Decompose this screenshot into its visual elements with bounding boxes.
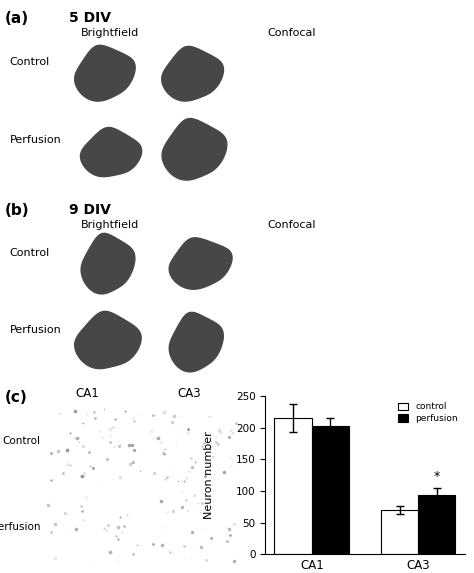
Bar [418, 496, 456, 555]
Text: Perfusion: Perfusion [0, 522, 40, 532]
Text: Brightfield: Brightfield [81, 28, 139, 38]
Polygon shape [162, 119, 227, 180]
Text: Confocal: Confocal [268, 219, 316, 230]
Text: Control: Control [9, 57, 50, 66]
Text: 50μm: 50μm [186, 558, 206, 564]
Text: (c): (c) [5, 391, 27, 406]
Text: Brightfield: Brightfield [81, 219, 139, 230]
Text: (a): (a) [5, 11, 29, 26]
Text: *: * [434, 470, 440, 484]
Text: Control: Control [9, 248, 50, 258]
Text: CA1: CA1 [76, 387, 100, 400]
Bar [381, 510, 418, 555]
Polygon shape [162, 46, 223, 101]
Polygon shape [81, 128, 142, 176]
Text: CA3: CA3 [178, 387, 201, 400]
Polygon shape [75, 45, 135, 101]
Text: 9 DIV: 9 DIV [69, 203, 110, 217]
Text: Perfusion: Perfusion [9, 325, 61, 335]
Text: 5 DIV: 5 DIV [69, 11, 111, 25]
Bar [312, 426, 349, 555]
Text: (b): (b) [5, 203, 29, 218]
Bar [274, 418, 312, 555]
Text: 500μm: 500μm [449, 179, 468, 185]
Legend: control, perfusion: control, perfusion [397, 401, 460, 425]
Y-axis label: Neuron number: Neuron number [204, 431, 214, 519]
Text: 500μm: 500μm [449, 368, 468, 374]
Polygon shape [81, 233, 135, 294]
Polygon shape [169, 238, 232, 289]
Text: Confocal: Confocal [268, 28, 316, 38]
Text: Perfusion: Perfusion [9, 135, 61, 145]
Polygon shape [75, 311, 141, 368]
Text: Control: Control [2, 436, 40, 446]
Polygon shape [169, 312, 223, 372]
